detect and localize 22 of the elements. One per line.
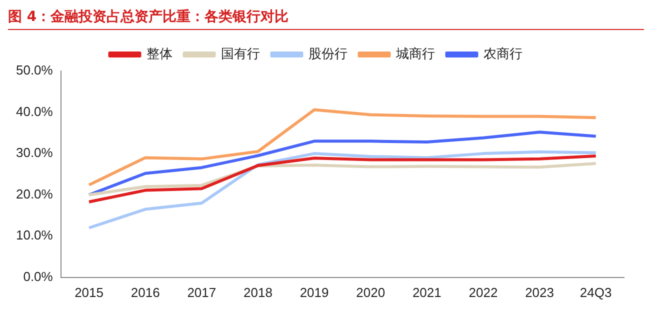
legend-label: 城商行 [394,46,435,62]
legend-label: 整体 [146,46,172,62]
y-tick-label: 50.0% [16,62,54,78]
x-tick-label: 2016 [130,284,160,300]
legend-label: 农商行 [483,46,522,62]
y-tick-label: 10.0% [16,228,54,243]
x-tick-label: 2023 [525,284,554,300]
chart-title: 图 4：金融投资占总资产比重：各类银行对比 [8,8,644,30]
x-tick-label: 2018 [244,284,272,300]
y-tick-label: 30.0% [16,145,54,160]
x-tick-label: 2020 [356,284,386,300]
x-tick-label: 24Q3 [580,284,612,300]
x-tick-label: 2017 [187,284,216,300]
x-tick-label: 2022 [468,284,498,300]
legend-label: 股份行 [308,46,348,62]
legend-label: 国有行 [220,46,260,62]
y-tick-label: 20.0% [16,186,54,202]
x-tick-label: 2019 [300,284,329,300]
y-tick-label: 40.0% [16,104,54,119]
x-tick-label: 2015 [74,284,104,300]
y-tick-label: 0.0% [23,268,54,284]
x-tick-label: 2021 [412,284,442,300]
